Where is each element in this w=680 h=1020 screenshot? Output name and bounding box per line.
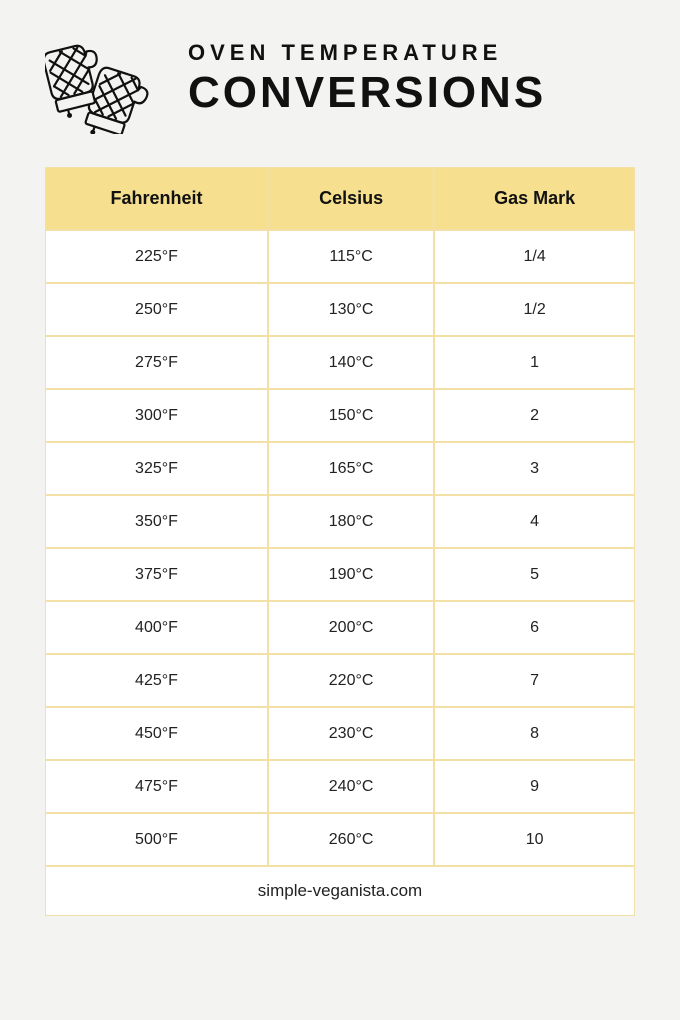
table-row: 300°F150°C2 [45, 389, 635, 442]
table-cell: 5 [434, 548, 635, 601]
table-row: 225°F115°C1/4 [45, 230, 635, 283]
table-cell: 115°C [268, 230, 434, 283]
table-cell: 4 [434, 495, 635, 548]
title-block: OVEN TEMPERATURE CONVERSIONS [188, 40, 635, 118]
table-cell: 375°F [45, 548, 268, 601]
table-cell: 7 [434, 654, 635, 707]
table-cell: 425°F [45, 654, 268, 707]
table-row: 325°F165°C3 [45, 442, 635, 495]
table-cell: 475°F [45, 760, 268, 813]
table-row: 275°F140°C1 [45, 336, 635, 389]
table-cell: 325°F [45, 442, 268, 495]
table-cell: 6 [434, 601, 635, 654]
table-cell: 220°C [268, 654, 434, 707]
oven-mitts-icon [45, 40, 160, 139]
col-celsius: Celsius [268, 167, 434, 230]
table-row: 450°F230°C8 [45, 707, 635, 760]
table-cell: 150°C [268, 389, 434, 442]
table-cell: 450°F [45, 707, 268, 760]
table-cell: 230°C [268, 707, 434, 760]
table-cell: 250°F [45, 283, 268, 336]
conversion-table: Fahrenheit Celsius Gas Mark 225°F115°C1/… [45, 167, 635, 916]
supertitle: OVEN TEMPERATURE [188, 40, 635, 66]
table-cell: 1/4 [434, 230, 635, 283]
table-cell: 165°C [268, 442, 434, 495]
table-cell: 260°C [268, 813, 434, 866]
table-row: 250°F130°C1/2 [45, 283, 635, 336]
page: OVEN TEMPERATURE CONVERSIONS Fahrenheit … [0, 0, 680, 946]
table-cell: 500°F [45, 813, 268, 866]
table-cell: 130°C [268, 283, 434, 336]
table-row: 400°F200°C6 [45, 601, 635, 654]
header: OVEN TEMPERATURE CONVERSIONS [45, 40, 635, 139]
table-row: 350°F180°C4 [45, 495, 635, 548]
table-cell: 300°F [45, 389, 268, 442]
col-fahrenheit: Fahrenheit [45, 167, 268, 230]
table-body: 225°F115°C1/4250°F130°C1/2275°F140°C1300… [45, 230, 635, 866]
table-cell: 400°F [45, 601, 268, 654]
table-footer: simple-veganista.com [45, 866, 635, 916]
col-gasmark: Gas Mark [434, 167, 635, 230]
table-cell: 1/2 [434, 283, 635, 336]
table-cell: 9 [434, 760, 635, 813]
table-row: 475°F240°C9 [45, 760, 635, 813]
table-cell: 225°F [45, 230, 268, 283]
table-row: 425°F220°C7 [45, 654, 635, 707]
table-cell: 240°C [268, 760, 434, 813]
table-cell: 3 [434, 442, 635, 495]
attribution: simple-veganista.com [45, 866, 635, 916]
table-cell: 140°C [268, 336, 434, 389]
table-cell: 350°F [45, 495, 268, 548]
table-cell: 10 [434, 813, 635, 866]
table-cell: 275°F [45, 336, 268, 389]
table-row: 375°F190°C5 [45, 548, 635, 601]
table-cell: 200°C [268, 601, 434, 654]
table-row: 500°F260°C10 [45, 813, 635, 866]
table-header: Fahrenheit Celsius Gas Mark [45, 167, 635, 230]
table-cell: 8 [434, 707, 635, 760]
table-cell: 1 [434, 336, 635, 389]
table-cell: 180°C [268, 495, 434, 548]
table-cell: 2 [434, 389, 635, 442]
page-title: CONVERSIONS [188, 68, 635, 118]
table-cell: 190°C [268, 548, 434, 601]
